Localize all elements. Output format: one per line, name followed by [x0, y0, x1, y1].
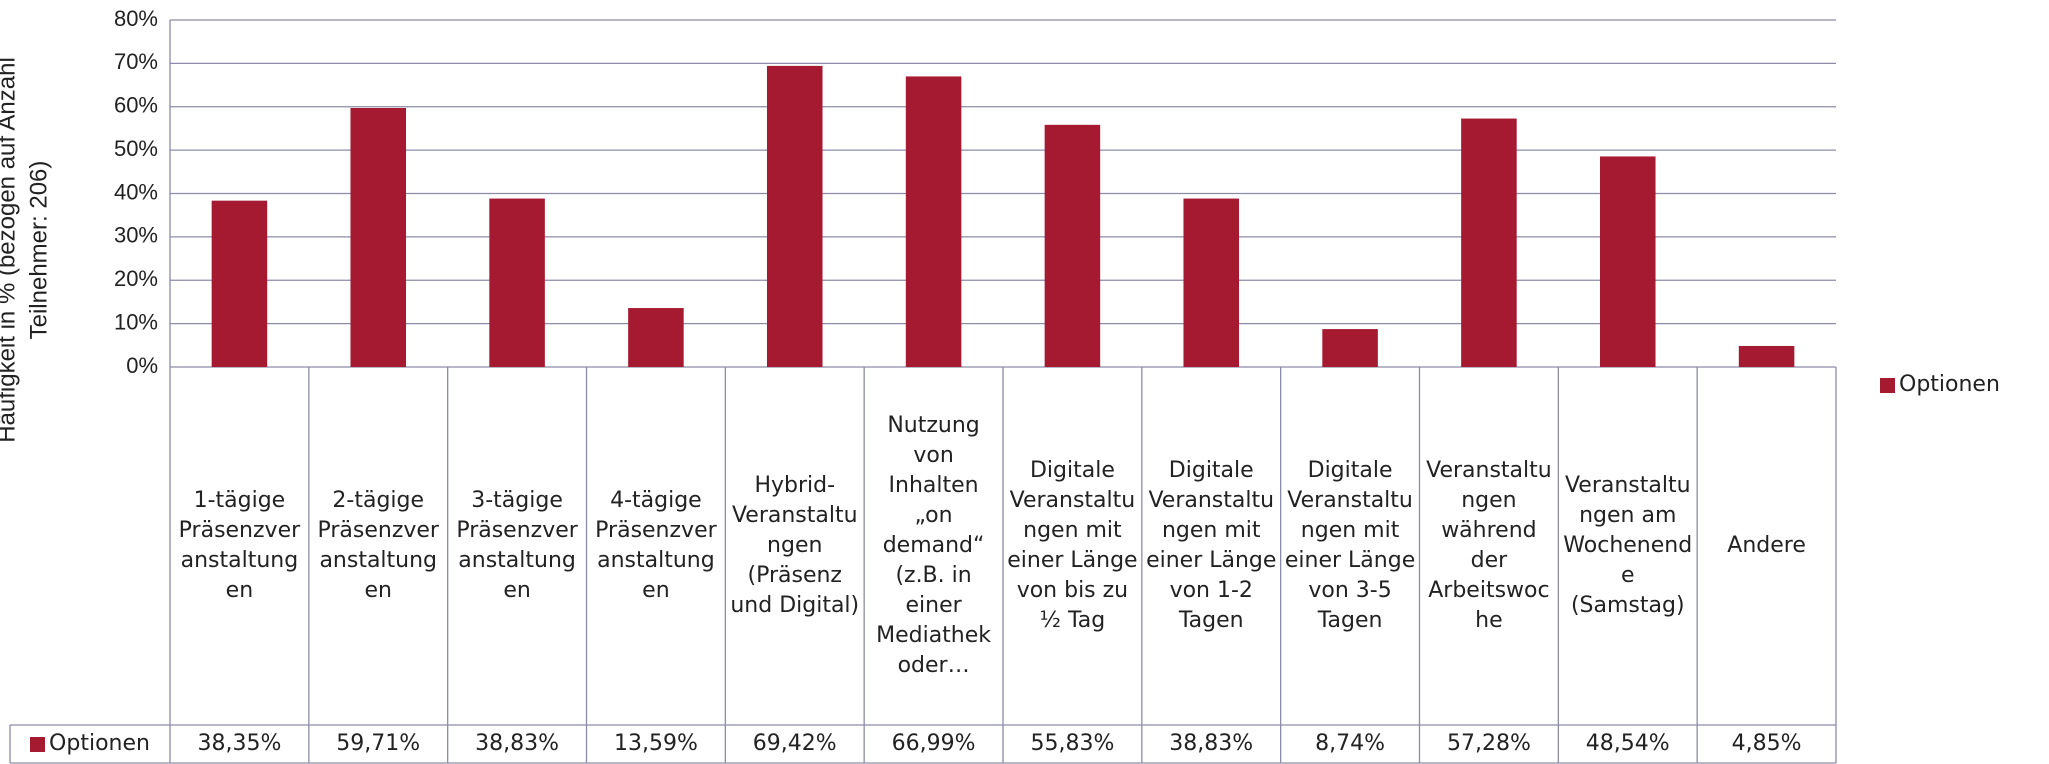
- x-tick-label: Digitale Veranstaltungen mit einer Länge…: [1007, 458, 1138, 633]
- value-label: 38,83%: [475, 731, 560, 756]
- x-tick-label: 1-tägige Präsenzveranstaltungen: [178, 488, 301, 603]
- bar: [211, 200, 268, 367]
- value-label: 38,35%: [197, 731, 282, 756]
- bar: [628, 308, 684, 367]
- y-axis-label: Häufigkeit in % (bezogen auf Anzahl Teil…: [0, 57, 52, 443]
- value-label: 13,59%: [613, 731, 698, 756]
- bar: [766, 65, 823, 367]
- y-tick-label: 50%: [114, 136, 158, 161]
- table-row-header: Optionen: [10, 725, 170, 763]
- legend-swatch: [1880, 377, 1895, 393]
- bar: [1322, 329, 1378, 367]
- legend-item: Optionen: [1880, 368, 2049, 402]
- x-tick-label: Veranstaltungen während der Arbeitswoche: [1426, 458, 1552, 633]
- bar: [1183, 198, 1240, 367]
- value-label: 59,71%: [336, 731, 421, 756]
- x-tick-label: Digitale Veranstaltungen mit einer Länge…: [1284, 458, 1416, 633]
- x-tick-label: Nutzung von Inhalten „on demand“ (z.B. i…: [876, 413, 992, 678]
- x-tick-label: 2-tägige Präsenzveranstaltungen: [317, 488, 439, 603]
- x-tick-label: Andere: [1727, 533, 1806, 558]
- value-label: 48,54%: [1585, 731, 1670, 756]
- x-tick-label: 3-tägige Präsenzveranstaltungen: [456, 488, 578, 603]
- y-tick-label: 0%: [126, 353, 158, 378]
- value-label: 4,85%: [1731, 731, 1802, 756]
- bar: [489, 198, 545, 367]
- y-axis-label-line: Häufigkeit in % (bezogen auf Anzahl: [0, 57, 20, 443]
- value-label: 69,42%: [752, 731, 837, 756]
- row-header-text: Optionen: [49, 731, 150, 756]
- row-header-text: Optionen: [1899, 372, 2000, 397]
- value-label: 8,74%: [1315, 731, 1386, 756]
- value-label: 38,83%: [1169, 731, 1254, 756]
- value-label: 55,83%: [1030, 731, 1115, 756]
- x-tick-label: Hybrid-Veranstaltungen (Präsenz und Digi…: [730, 473, 860, 618]
- bar: [1738, 345, 1795, 367]
- bar: [1461, 118, 1517, 367]
- bar: [1044, 124, 1101, 367]
- value-label: 57,28%: [1446, 731, 1531, 756]
- y-tick-label: 60%: [114, 93, 158, 118]
- y-tick-label: 40%: [114, 179, 158, 204]
- x-tick-label: 4-tägige Präsenzveranstaltungen: [595, 488, 717, 603]
- bar: [1599, 156, 1656, 367]
- y-tick-label: 10%: [114, 309, 158, 334]
- y-tick-label: 30%: [114, 223, 158, 248]
- x-tick-label: Veranstaltungen am Wochenende (Samstag): [1563, 473, 1693, 618]
- y-tick-label: 70%: [114, 49, 158, 74]
- x-tick-label: Digitale Veranstaltungen mit einer Länge…: [1146, 458, 1277, 633]
- value-label: 66,99%: [891, 731, 976, 756]
- bar: [350, 108, 407, 367]
- legend-swatch: [30, 736, 46, 752]
- y-tick-label: 20%: [114, 266, 158, 291]
- bar: [905, 76, 962, 367]
- y-tick-label: 80%: [114, 6, 158, 31]
- y-axis-label-line: Teilnehmer: 206): [25, 161, 52, 340]
